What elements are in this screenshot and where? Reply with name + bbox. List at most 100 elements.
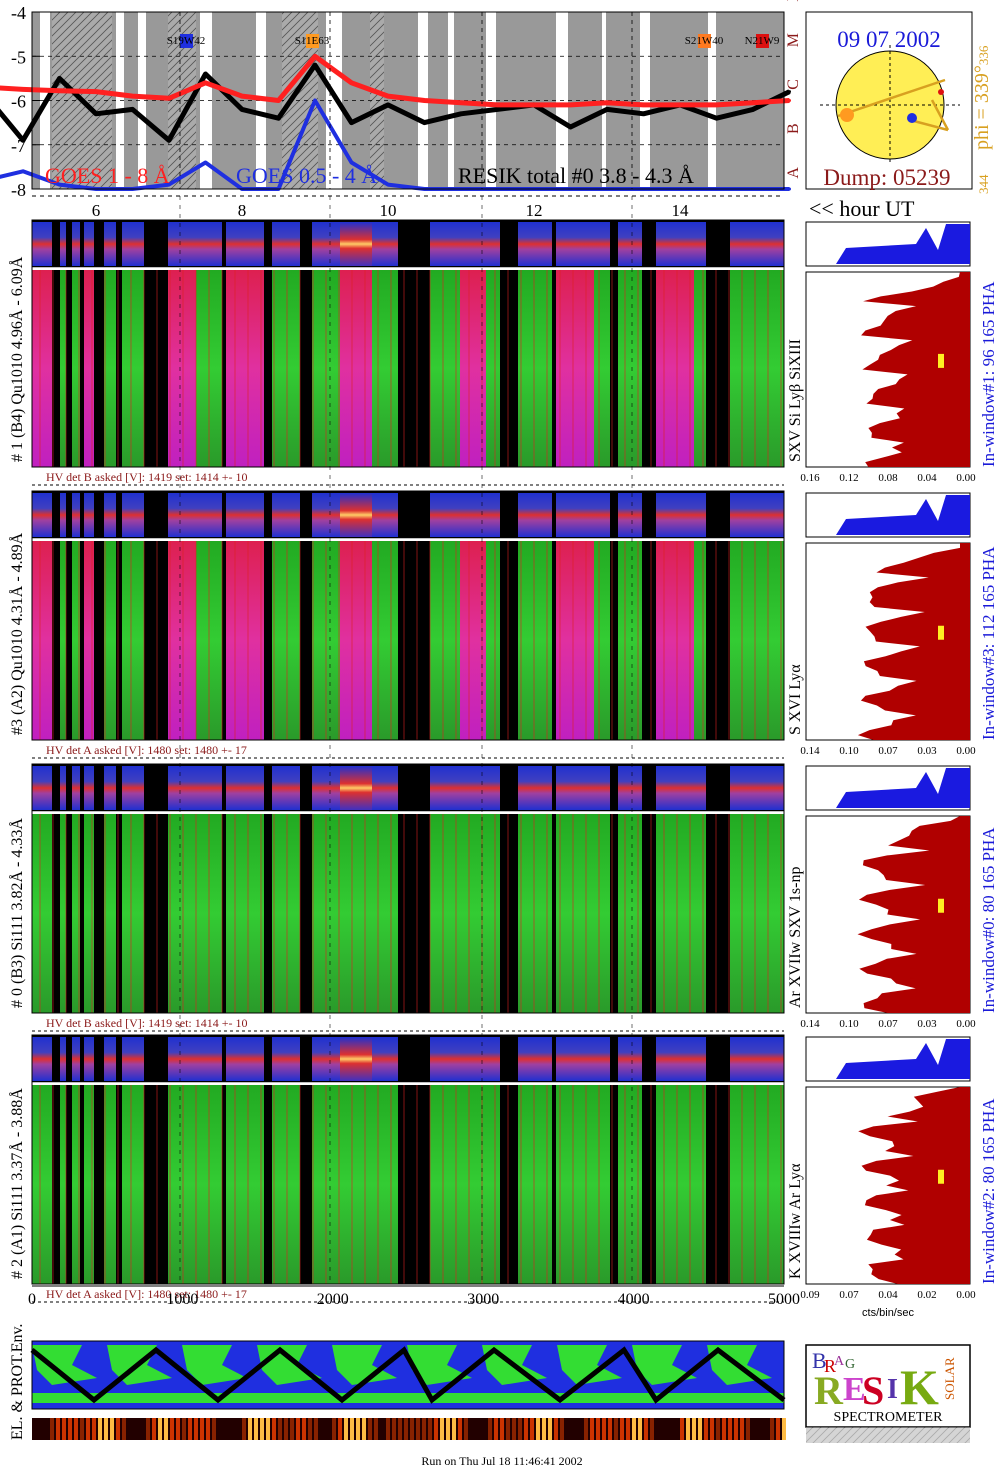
pha-strip-cell [656,1037,694,1081]
pha-strip-cell [84,766,94,810]
barcode-stripe [362,1418,366,1440]
barcode-stripe [128,1418,132,1440]
barcode-stripe [650,1418,654,1440]
barcode-stripe [200,1418,204,1440]
pha-strip-cell [372,766,398,810]
spectrum-column [72,270,80,467]
spectrum-column [642,270,656,467]
barcode-stripe [176,1418,180,1440]
spectrum-column [594,270,610,467]
spectrum-column [222,541,226,740]
line-label: Ar XVIIw SXV 1s-np [787,867,804,1008]
window-label: In-window#1: 96 165 PHA [979,281,998,467]
barcode-stripe [62,1418,66,1440]
pha-strip-cell [518,493,552,537]
goes-series-point [532,103,536,107]
barcode-stripe [518,1418,522,1440]
pha-strip-cell [730,493,760,537]
spectrum-column [122,814,144,1013]
pha-strip-cell [486,766,500,810]
spectrum-column [116,1085,122,1284]
pha-strip-cell [60,493,66,537]
barcode-stripe [572,1418,576,1440]
hist-shape [857,816,970,1013]
hist-marker [938,898,944,913]
goes-series-point [313,63,317,67]
hv-label: HV det A asked [V]: 1480 set: 1480 +- 17 [46,1287,247,1301]
spectrum-column [60,1085,66,1284]
goes-series-point [167,138,171,142]
spectrum-column [144,814,168,1013]
spectrum-frame [31,1034,785,1285]
hist-tick-label: 0.08 [878,472,898,484]
spectrum-column [500,270,518,467]
goes-series-point [788,187,791,191]
spectrum-column [168,1085,196,1284]
spectrum-column [72,1085,80,1284]
barcode-stripe [398,1418,402,1440]
line-label: SXV Si Lyβ SiXIII [787,339,804,462]
spectrum-column [398,814,430,1013]
side-label-rot: # 1 (B4) Qu1010 4.96Å - 6.09Å [8,256,26,462]
barcode-stripe [488,1418,492,1440]
barcode-stripe [656,1418,660,1440]
barcode-stripe [272,1418,276,1440]
spectrum-column [104,814,116,1013]
spectrum-column [372,270,398,467]
spectrum-column [556,1085,594,1284]
time-tick-label: 8 [238,201,247,220]
hist-tick-label: 0.10 [839,745,859,757]
barcode-stripe [170,1418,174,1440]
spectrum-column [430,814,460,1013]
barcode-stripe [494,1418,498,1440]
hist-tick-label: 0.03 [917,1018,937,1030]
barcode-stripe [746,1418,750,1440]
pha-strip-cell [430,222,460,266]
goes-series-point [423,121,426,125]
goes-ytick-label: -7 [11,136,26,156]
flare-class-label: X [785,0,802,2]
spectrum-column [300,1085,312,1284]
pha-strip-cell [594,1037,610,1081]
pha-strip-cell [122,766,144,810]
bin-tick-label: 2000 [317,1291,349,1308]
barcode-stripe [428,1418,432,1440]
barcode-stripe [662,1418,666,1440]
bin-tick-label: 4000 [618,1291,650,1308]
pha-strip-cell [618,493,642,537]
barcode-stripe [686,1418,690,1440]
barcode-stripe [638,1418,642,1440]
logo-letter-s: S [862,1368,884,1413]
pha-strip-cell [486,493,500,537]
spectra-panel-3: HV det A asked [V]: 1480 set: 1480 +- 17… [8,1034,998,1303]
goes-series-point [569,125,572,129]
pha-strip-cell [60,222,66,266]
window-label-rot: In-window#2: 80 165 PHA [979,1098,998,1284]
spectrum-column [694,814,706,1013]
barcode-stripe [242,1418,246,1440]
pha-strip-cell [104,222,116,266]
spectrum-column [84,541,94,740]
spectrum-column [610,270,618,467]
spectrum-column [80,814,84,1013]
pha-strip-cell [84,1037,94,1081]
barcode-stripe [764,1418,768,1440]
goes-series-point [21,87,25,91]
pha-strip-cell [226,222,264,266]
goes-series-point [569,103,572,107]
spectrum-column [84,270,94,467]
flare-class-M: M [785,33,802,47]
barcode-stripe [182,1418,186,1440]
pha-strip-cell [60,1037,66,1081]
barcode-stripe [464,1418,468,1440]
env-barcode [32,1418,786,1440]
spectrum-column [518,1085,552,1284]
spectrum-column [486,1085,500,1284]
spectra-panels: HV det B asked [V]: 1419 set: 1414 +- 10… [8,219,998,1303]
barcode-stripe [206,1418,210,1440]
line-label: S XVI Lyα [787,664,804,735]
goes-series-point [459,112,463,116]
spectrum-column [264,541,272,740]
spectrum-column [94,270,104,467]
spectrum-column [372,1085,398,1284]
